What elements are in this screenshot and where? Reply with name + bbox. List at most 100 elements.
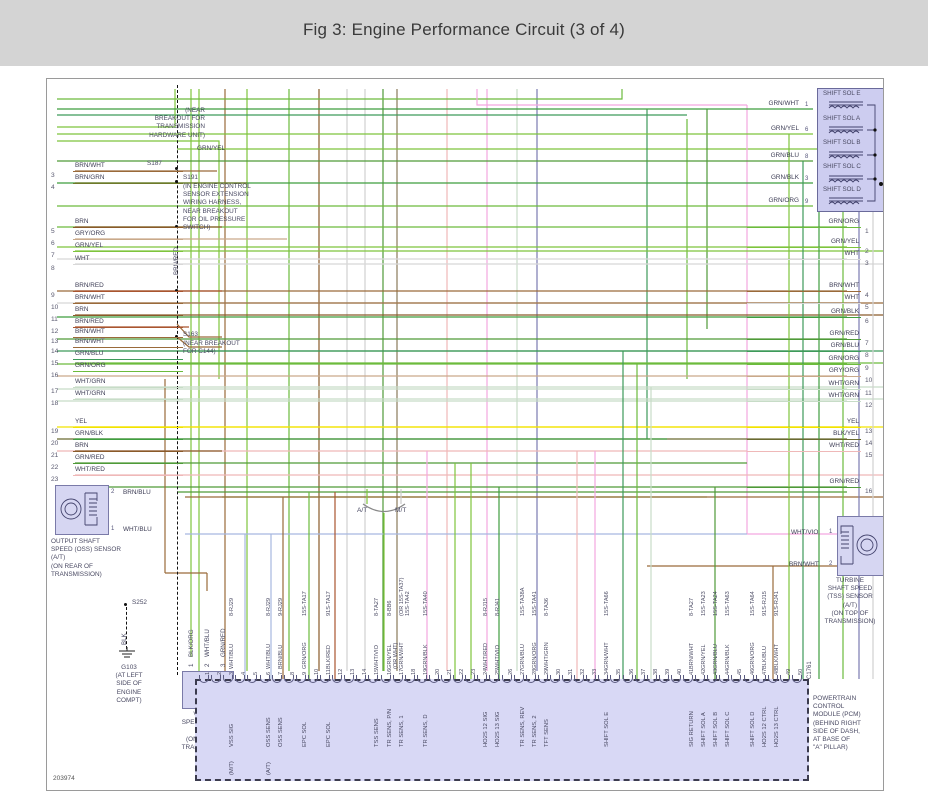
left-pin-6-wire (73, 239, 183, 240)
pcm-pin-socket-47[interactable] (755, 675, 766, 683)
pcm-pin-socket-33[interactable] (586, 675, 597, 683)
pcm-pin-socket-37[interactable] (634, 675, 645, 683)
left-pin-17-wire (73, 387, 183, 388)
left-pin-10-wire (73, 303, 183, 304)
vss-pin-3-wire: GRN/RED (220, 628, 227, 657)
right-pin-7-wire-label: GRN/RED (829, 330, 859, 337)
pcm-pin-socket-39[interactable] (658, 675, 669, 683)
left-pin-5-number: 5 (51, 228, 55, 235)
left-pin-18-wire-label: WHT/GRN (75, 390, 106, 397)
solenoid-pin-2-wire-label: GRN/YEL (770, 125, 799, 132)
pcm-pin-11-circuit: 91S-TA17 (326, 591, 332, 616)
right-pin-3-wire-label: WHT (844, 250, 859, 257)
oss-sensor-box[interactable] (55, 485, 109, 535)
pcm-pin-12-number: 12 (338, 668, 345, 675)
pcm-pin-socket-9[interactable] (295, 675, 306, 683)
pcm-pin-15-function: TSS SENS (374, 718, 381, 747)
pcm-pin-9-circuit: 15S-TA17 (301, 591, 308, 616)
pcm-pin-socket-25[interactable] (489, 675, 500, 683)
pcm-pin-socket-11[interactable] (320, 675, 330, 683)
solenoid-pin-2-number: 6 (805, 127, 809, 133)
pcm-pin-socket-6[interactable] (259, 675, 270, 683)
pcm-pin-socket-21[interactable] (441, 675, 451, 683)
pcm-pin-27-number: 27 (519, 668, 526, 675)
pcm-pin-socket-10[interactable] (307, 675, 318, 683)
pcm-pin-29-number: 29 (543, 668, 550, 675)
pcm-pin-socket-7[interactable] (271, 675, 282, 683)
pcm-pin-socket-15[interactable] (368, 675, 379, 683)
pcm-pin-socket-1[interactable] (199, 675, 209, 683)
pcm-pin-45-number: 45 (737, 668, 744, 675)
right-pin-9-number: 9 (865, 365, 869, 372)
pcm-pin-socket-43[interactable] (707, 675, 718, 683)
pcm-pin-socket-13[interactable] (344, 675, 355, 683)
pcm-pin-socket-32[interactable] (574, 675, 585, 683)
pcm-pin-socket-34[interactable] (598, 675, 609, 683)
pcm-pin-27-circuit: 15S-TA38A (519, 587, 526, 616)
pcm-pin-10-number: 10 (313, 668, 320, 675)
oss-sensor-label: OUTPUT SHAFT SPEED (OSS) SENSOR (A/T) (O… (51, 538, 121, 578)
pcm-pin-3-subtext: (M/T) (229, 761, 236, 775)
pcm-pin-socket-48[interactable] (767, 675, 778, 683)
pcm-pin-socket-42[interactable] (695, 675, 706, 683)
pcm-pin-socket-29[interactable] (537, 675, 548, 683)
solenoid-label-4: SHIFT SOL C (823, 163, 861, 170)
pcm-pin-socket-14[interactable] (356, 675, 367, 683)
pcm-pin-socket-22[interactable] (453, 675, 464, 683)
pcm-pin-socket-19[interactable] (416, 675, 427, 683)
tss-pin-2-num: 2 (829, 561, 833, 567)
pcm-pin-socket-44[interactable] (719, 675, 730, 683)
solenoid-pin-5-wire-label: GRN/ORG (768, 197, 799, 204)
pcm-pin-48-number: 48 (773, 668, 780, 675)
pcm-pin-socket-2[interactable] (211, 675, 222, 683)
pcm-pin-socket-36[interactable] (622, 675, 633, 683)
pcm-pin-43-number: 43 (713, 668, 720, 675)
pcm-pin-socket-50[interactable] (791, 675, 802, 683)
pcm-pin-socket-49[interactable] (779, 675, 790, 683)
pcm-pin-7-circuit: 9-RJ29 (277, 597, 284, 616)
tss-sensor-label: TURBINE SHAFT SPEED (TSS) SENSOR (A/T) (… (824, 577, 876, 626)
pcm-pin-socket-35[interactable] (610, 675, 621, 683)
pcm-connector-box[interactable] (195, 679, 809, 781)
left-pin-15-number: 15 (51, 360, 59, 367)
splice-dot-s191 (175, 180, 178, 183)
pcm-pin-socket-28[interactable] (525, 675, 536, 683)
pcm-pin-socket-26[interactable] (501, 675, 512, 683)
pcm-pin-socket-30[interactable] (549, 675, 560, 683)
pcm-pin-socket-41[interactable] (683, 675, 693, 683)
pcm-pin-socket-24[interactable] (477, 675, 488, 683)
pcm-pin-15-wire-label: WHT/VIO (374, 645, 381, 669)
left-pin-4-wire-label: BRN/GRN (75, 174, 105, 181)
pcm-pin-16-number: 16 (386, 668, 393, 675)
pcm-pin-socket-45[interactable] (731, 675, 742, 683)
pcm-pin-socket-8[interactable] (283, 675, 294, 683)
pcm-pin-socket-5[interactable] (247, 675, 258, 683)
pcm-pin-socket-40[interactable] (670, 675, 681, 683)
left-pin-3-number: 3 (51, 172, 55, 179)
pcm-pin-socket-18[interactable] (404, 675, 415, 683)
pcm-pin-socket-23[interactable] (465, 675, 476, 683)
pcm-pin-socket-12[interactable] (332, 675, 343, 683)
right-pin-5-wire-label: WHT (844, 294, 859, 301)
left-pin-11-wire (73, 315, 183, 316)
pcm-pin-42-function: SHIFT SOL A (701, 712, 708, 747)
solenoid-label-3: SHIFT SOL B (823, 139, 861, 146)
pcm-pin-43-circuit: 15S-TA24 (713, 591, 720, 616)
pcm-pin-socket-3[interactable] (223, 675, 234, 683)
pcm-pin-socket-46[interactable] (743, 675, 754, 683)
pcm-pin-socket-38[interactable] (646, 675, 657, 683)
right-pin-1-wire (747, 227, 861, 228)
pcm-pin-16-circuit: 8-BB6 (386, 600, 393, 616)
left-pin-5-wire (73, 227, 183, 228)
pcm-pin-42-number: 42 (701, 668, 708, 675)
pcm-pin-17-circuit: (OR 15S-TA37) 15S-TA42 (398, 577, 411, 616)
pcm-pin-socket-20[interactable] (428, 675, 439, 683)
pcm-pin-socket-16[interactable] (380, 675, 391, 683)
pcm-pin-24-function: HO2S 12 SIG (483, 711, 490, 747)
pcm-pin-socket-27[interactable] (513, 675, 524, 683)
shift-solenoid-pack[interactable] (817, 88, 883, 212)
pcm-pin-socket-17[interactable] (392, 675, 403, 683)
pcm-pin-socket-31[interactable] (562, 675, 572, 683)
pcm-pin-23-number: 23 (471, 668, 478, 675)
pcm-pin-socket-4[interactable] (235, 675, 246, 683)
